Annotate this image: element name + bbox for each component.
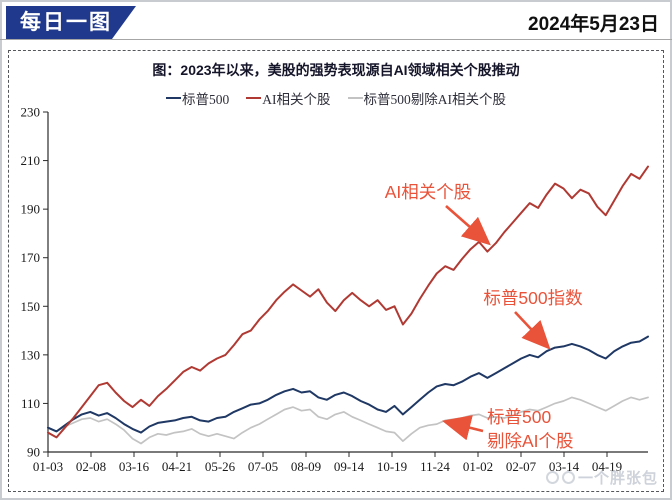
chart-legend: 标普500 AI相关个股 标普500剔除AI相关个股: [0, 88, 672, 108]
y-tick-label: 110: [21, 396, 40, 411]
legend-line-swatch: [347, 96, 363, 100]
legend-line-swatch: [166, 96, 181, 100]
legend-label: 标普500: [182, 92, 230, 107]
legend-item-sp500-ex-ai: 标普500剔除AI相关个股: [347, 88, 507, 108]
x-tick-label: 11-24: [420, 459, 450, 474]
y-tick-label: 230: [21, 105, 41, 120]
annotation-sp500-label: 标普500指数: [483, 288, 583, 308]
x-tick-label: 07-05: [248, 459, 278, 474]
legend-line-swatch: [246, 96, 262, 100]
y-tick-label: 170: [21, 250, 41, 265]
y-tick-label: 210: [21, 153, 41, 168]
x-tick-label: 02-08: [76, 459, 106, 474]
watermark-text: 一个胖张包: [578, 470, 659, 487]
y-tick-label: 190: [21, 202, 41, 217]
watermark-ring-icon: [546, 471, 559, 484]
annotation-ai-stocks-label: AI相关个股: [384, 182, 472, 202]
series-line-0: [47, 335, 649, 434]
legend-item-ai-stocks: AI相关个股: [246, 88, 331, 108]
legend-item-sp500: 标普500: [166, 88, 229, 108]
x-tick-label: 03-14: [549, 459, 580, 474]
annotation-arrow: [514, 311, 551, 350]
x-tick-label: 04-21: [162, 459, 192, 474]
watermark-ring-icon: [562, 471, 575, 484]
annotation-sp500-ex-ai-label: 标普500 剔除AI个股: [487, 407, 574, 451]
x-tick-label: 04-19: [592, 459, 622, 474]
watermark: 一个胖张包: [546, 467, 658, 488]
annotation-arrow: [441, 415, 484, 441]
x-tick-label: 10-19: [377, 459, 407, 474]
y-tick-label: 150: [21, 299, 41, 314]
x-tick-label: 02-07: [506, 459, 537, 474]
y-tick-label: 90: [27, 445, 40, 460]
series-line-1: [47, 165, 649, 439]
x-tick-label: 01-03: [33, 459, 63, 474]
x-tick-label: 09-14: [334, 459, 365, 474]
header-divider: [0, 39, 672, 40]
daily-chart-badge: 每日一图: [6, 6, 136, 39]
x-tick-label: 03-16: [119, 459, 150, 474]
legend-label: 标普500剔除AI相关个股: [363, 92, 507, 107]
date-label: 2024年5月23日: [528, 14, 659, 35]
x-tick-label: 08-09: [291, 459, 321, 474]
chart-title: 图：2023年以来，美股的强势表现源自AI领域相关个股推动: [152, 62, 520, 78]
legend-label: AI相关个股: [262, 92, 331, 107]
x-tick-label: 05-26: [205, 459, 236, 474]
badge-label: 每日一图: [20, 11, 112, 34]
annotation-arrow: [445, 205, 491, 246]
x-tick-label: 01-02: [463, 459, 493, 474]
series-line-2: [47, 396, 649, 445]
y-tick-label: 130: [21, 347, 41, 362]
